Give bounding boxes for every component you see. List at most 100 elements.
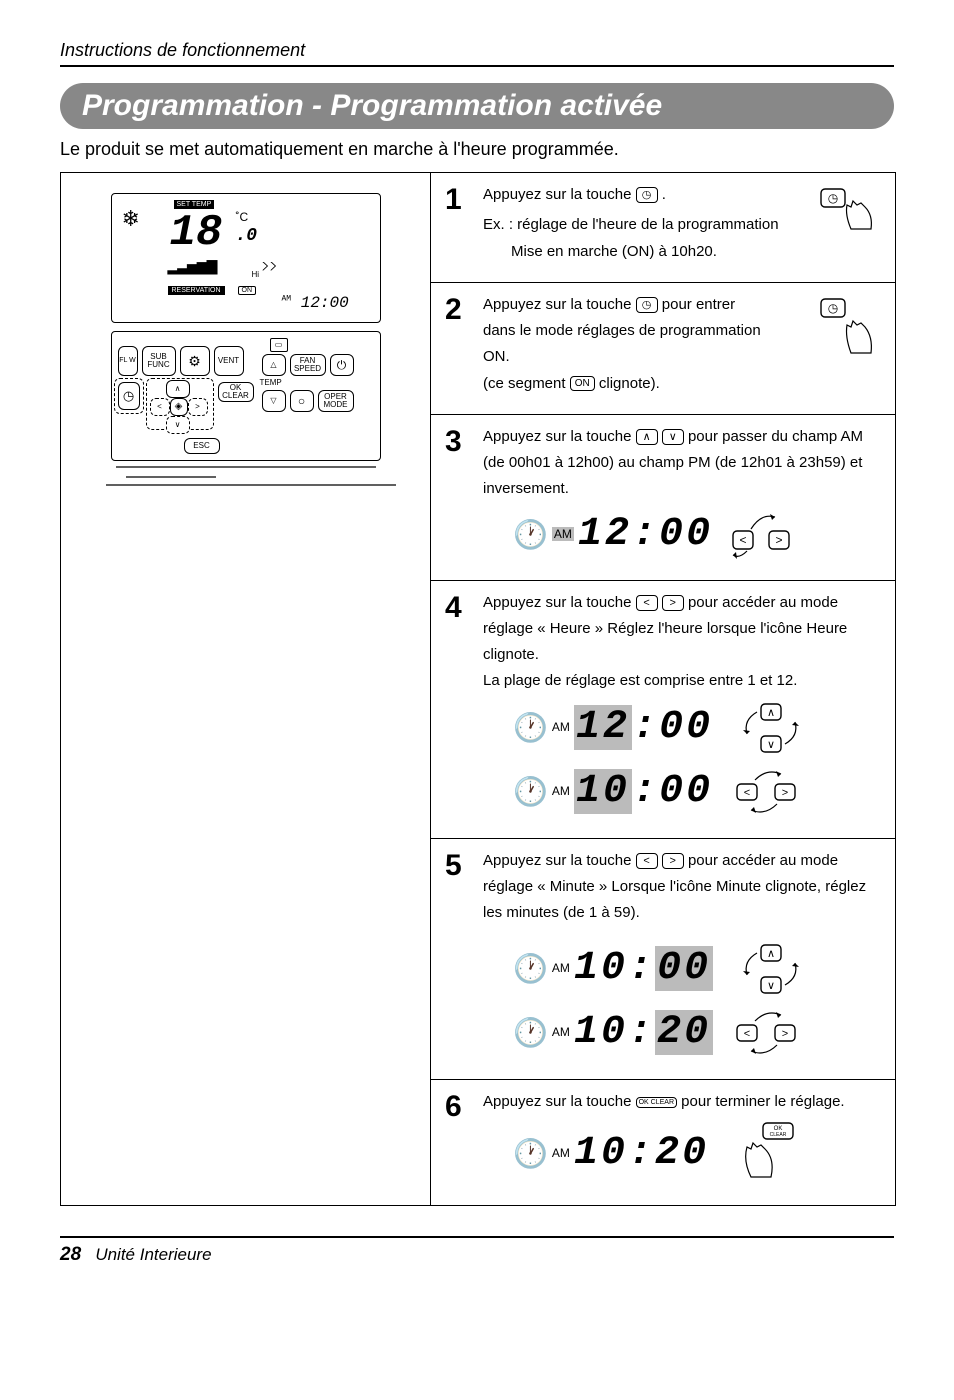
left-right-cross-arrows-icon: < >: [731, 1005, 811, 1061]
esc-button: ESC: [184, 438, 220, 454]
am-label: AM: [552, 1025, 570, 1039]
nav-center-button: ◈: [170, 398, 188, 416]
step-2-line2: dans le mode réglages de programmation: [483, 321, 805, 341]
hand-press-icon: ◷: [817, 185, 881, 268]
svg-text:>: >: [782, 787, 788, 799]
page-title: Programmation - Programmation activée: [82, 89, 662, 122]
fan-bars-icon: ▂▃▅▆▇: [168, 258, 217, 275]
svg-text:CLEAR: CLEAR: [770, 1132, 787, 1138]
intro-text: Le produit se met automatiquement en mar…: [60, 139, 894, 160]
step-1-text-b: .: [662, 186, 666, 203]
step-6: 6 Appuyez sur la touche OK CLEAR pour te…: [431, 1080, 895, 1205]
page-footer: 28 Unité Interieure: [60, 1236, 894, 1266]
step-3-line3: inversement.: [483, 479, 881, 499]
up-down-arrows-icon: ∧ ∨: [731, 700, 811, 756]
step-4-number: 4: [445, 593, 471, 824]
running-head: Instructions de fonctionnement: [60, 40, 894, 61]
minute-shaded: 20: [655, 1010, 713, 1055]
time-hour: 10:: [574, 946, 655, 991]
reservation-label: RESERVATION: [168, 286, 225, 295]
step-5-line3: les minutes (de 1 à 59).: [483, 903, 881, 923]
step-2-line4a: (ce segment: [483, 375, 570, 392]
step-3-number: 3: [445, 427, 471, 566]
time-rest: :00: [632, 705, 713, 750]
gear-button: ⚙: [180, 346, 210, 376]
on-badge: ON: [238, 286, 257, 295]
step-5-text-b: pour accéder au mode: [688, 852, 838, 869]
sub-func-button: SUB FUNC: [142, 346, 176, 376]
svg-text:>: >: [776, 533, 783, 547]
step-2-text-a: Appuyez sur la touche: [483, 296, 636, 313]
clock-button: ◷: [118, 382, 140, 410]
temp-value: 18: [170, 208, 223, 258]
step-4: 4 Appuyez sur la touche < > pour accéder…: [431, 581, 895, 839]
time-display-2: 🕐AM 10:00: [513, 765, 713, 819]
temp-decimal: .0: [236, 226, 258, 246]
fan-hi-label: Hi: [252, 270, 260, 279]
step-2-line4b: clignote).: [599, 375, 660, 392]
left-right-arrows-icon: < >: [731, 511, 803, 559]
step-2-text-b: pour entrer: [662, 296, 735, 313]
remote-bottom-outline: [96, 461, 396, 501]
temp-up-button: △: [262, 354, 286, 376]
svg-text:<: <: [740, 533, 747, 547]
remote-button-panel: FL W SUB FUNC ⚙ VENT ◷ ∧ < ◈ > ∨ OK CLEA…: [111, 331, 381, 461]
step-1-line2: Ex. : réglage de l'heure de la programma…: [483, 215, 805, 235]
svg-text:∧: ∧: [767, 707, 775, 719]
am-label: AM: [552, 527, 574, 541]
temp-down-button: ▽: [262, 390, 286, 412]
left-icon: <: [636, 853, 658, 869]
time-rest: :00: [632, 769, 713, 814]
step-2: 2 Appuyez sur la touche ◷ pour entrer da…: [431, 283, 895, 415]
step-1: 1 Appuyez sur la touche ◷ . Ex. : réglag…: [431, 173, 895, 283]
up-icon: ∧: [636, 429, 658, 445]
hand-press-icon: ◷: [817, 295, 881, 400]
step-3-line2: (de 00h01 à 12h00) au champ PM (de 12h01…: [483, 453, 881, 473]
clock-icon: ◷: [636, 187, 658, 203]
hour-shaded: 10: [574, 769, 632, 814]
screen-time-am: AM: [282, 295, 292, 304]
temp-label: TEMP: [260, 378, 282, 387]
step-4-line2: réglage « Heure » Réglez l'heure lorsque…: [483, 619, 881, 639]
svg-text:∧: ∧: [767, 948, 775, 960]
step-3: 3 Appuyez sur la touche ∧ ∨ pour passer …: [431, 415, 895, 581]
remote-screen: ❄ SET TEMP 18 ˚C .0 ▂▃▅▆▇ Hi 〉〉 RESERVAT…: [111, 193, 381, 323]
time-value: 10:20: [574, 1131, 709, 1176]
step-1-text-a: Appuyez sur la touche: [483, 186, 636, 203]
svg-text:∨: ∨: [767, 980, 775, 992]
vent-button: VENT: [214, 346, 244, 376]
step-1-line3: Mise en marche (ON) à 10h20.: [483, 242, 805, 262]
step-3-text-b: pour passer du champ AM: [688, 428, 863, 445]
time-value: 12:00: [578, 512, 713, 557]
svg-text:<: <: [744, 1028, 750, 1040]
nav-down-button: ∨: [166, 416, 190, 434]
clock-glyph-icon: 🕐: [513, 1138, 548, 1169]
ok-clear-icon: OK CLEAR: [636, 1097, 677, 1108]
clock-glyph-icon: 🕐: [513, 953, 548, 984]
step-4-text-b: pour accéder au mode: [688, 594, 838, 611]
up-down-arrows-icon: ∧ ∨: [731, 941, 811, 997]
footer-text: Unité Interieure: [95, 1245, 211, 1264]
time-display: 🕐AM 12:00: [513, 508, 713, 562]
down-icon: ∨: [662, 429, 684, 445]
screen-time-value: 12:00: [301, 294, 349, 312]
time-display-1: 🕐AM 12:00: [513, 701, 713, 755]
svg-text:<: <: [744, 787, 750, 799]
power-button: ⏻: [330, 354, 354, 376]
clock-icon: ◷: [636, 297, 658, 313]
ok-clear-button: OK CLEAR: [218, 382, 254, 402]
time-display: 🕐 AM 10:20: [513, 1127, 709, 1181]
fan-speed-button: FAN SPEED: [290, 354, 326, 376]
step-5-line2: réglage « Minute » Lorsque l'icône Minut…: [483, 877, 881, 897]
steps-column: 1 Appuyez sur la touche ◷ . Ex. : réglag…: [431, 173, 895, 1205]
am-label: AM: [552, 1146, 570, 1160]
screen-time: AM 12:00: [282, 294, 349, 312]
svg-text:◷: ◷: [828, 191, 838, 205]
nav-up-button: ∧: [166, 380, 190, 398]
nav-right-button: >: [188, 398, 208, 416]
svg-text:>: >: [782, 1028, 788, 1040]
main-grid: ❄ SET TEMP 18 ˚C .0 ▂▃▅▆▇ Hi 〉〉 RESERVAT…: [60, 172, 896, 1206]
time-display-1: 🕐AM 10:00: [513, 942, 713, 996]
remote-illustration: ❄ SET TEMP 18 ˚C .0 ▂▃▅▆▇ Hi 〉〉 RESERVAT…: [61, 173, 431, 1205]
step-1-number: 1: [445, 185, 471, 268]
